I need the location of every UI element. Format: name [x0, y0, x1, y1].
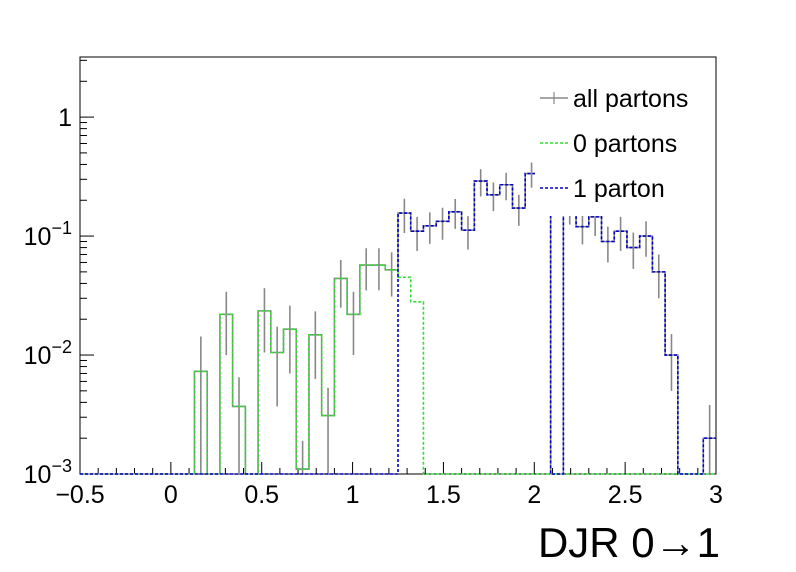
- legend-label: 0 partons: [573, 130, 677, 158]
- y-tick-label: 1: [58, 104, 72, 132]
- histogram-line: [80, 172, 716, 475]
- y-tick-label: 10−3: [24, 456, 72, 489]
- y-tick-exponent: −3: [51, 456, 72, 476]
- y-tick-base: 10: [24, 223, 52, 251]
- y-tick-exponent: −2: [51, 337, 72, 357]
- x-tick-label: 1.5: [426, 481, 461, 509]
- x-tick-label: −0.5: [55, 481, 104, 509]
- y-tick-exponent: −1: [51, 218, 72, 238]
- x-tick-label: 0.5: [244, 481, 279, 509]
- legend-label: 1 parton: [573, 175, 665, 203]
- y-tick-label: 10−2: [24, 337, 72, 370]
- legend: all partons 0 partons 1 parton: [535, 78, 715, 216]
- axes: −0.5 0 0.5 1 1.5 2 2.5 310−310−210−11: [24, 59, 723, 509]
- histogram-layer: [80, 162, 716, 475]
- legend-label: all partons: [573, 85, 688, 113]
- x-tick-label: 1: [346, 481, 360, 509]
- x-tick-label: 2: [527, 481, 541, 509]
- x-tick-label: 2.5: [608, 481, 643, 509]
- y-tick-base: 1: [58, 104, 72, 132]
- series-1-parton: [80, 172, 716, 475]
- histogram-line: [80, 264, 716, 475]
- y-tick-base: 10: [24, 461, 52, 489]
- legend-background: [535, 78, 715, 216]
- y-tick-label: 10−1: [24, 218, 72, 251]
- series-0-partons: [80, 264, 716, 475]
- y-tick-base: 10: [24, 342, 52, 370]
- x-tick-label: 3: [709, 481, 723, 509]
- x-tick-label: 0: [164, 481, 178, 509]
- x-axis-title: DJR 0→1: [538, 519, 720, 566]
